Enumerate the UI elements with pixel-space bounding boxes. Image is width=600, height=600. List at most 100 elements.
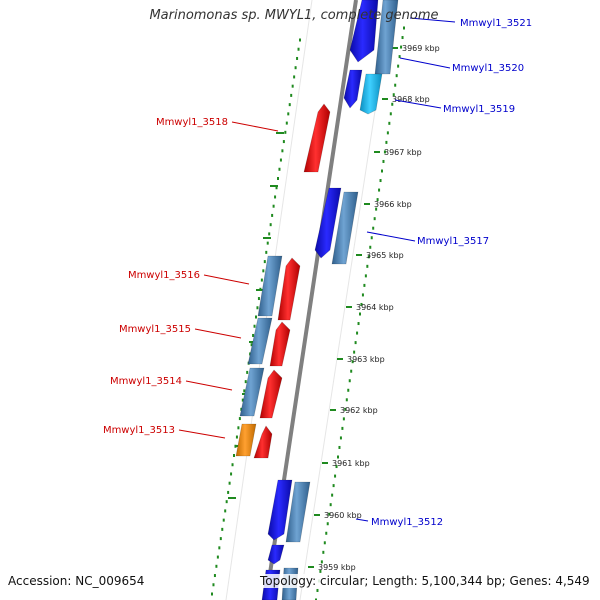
gene-feature	[247, 317, 273, 365]
right-ruler-dot	[322, 550, 325, 554]
left-ruler-dot	[279, 158, 282, 162]
gene-feature	[257, 255, 283, 317]
kbp-tick-label: 3966 kbp	[374, 200, 412, 209]
gene-feature	[277, 257, 301, 321]
gene-feature	[349, 0, 379, 63]
left-ruler-dot	[288, 103, 291, 107]
left-ruler-dot	[213, 574, 216, 578]
right-ruler-dot	[366, 264, 369, 268]
right-ruler-dot	[392, 93, 395, 97]
left-ruler-dot	[296, 56, 299, 60]
gene-feature	[259, 369, 283, 419]
left-ruler-dot	[260, 278, 263, 282]
right-ruler-dot	[348, 379, 351, 383]
length-label: Length:	[372, 574, 418, 588]
left-ruler-dot	[230, 472, 233, 476]
right-ruler-dot	[337, 455, 339, 459]
left-ruler-dot	[262, 269, 265, 273]
gene-leader-line	[399, 57, 451, 69]
right-ruler-dot	[359, 312, 361, 316]
accession-info: Accession: NC_009654	[8, 574, 144, 588]
right-ruler-dot	[363, 283, 366, 287]
kbp-tick-label: 3960 kbp	[324, 511, 362, 520]
right-ruler-dot	[385, 140, 388, 144]
left-ruler-dot	[235, 435, 238, 439]
left-ruler-dot	[265, 250, 268, 254]
kbp-tick-label: 3969 kbp	[402, 44, 440, 53]
right-ruler-dot	[360, 302, 363, 306]
right-ruler-dot	[332, 484, 335, 488]
left-ruler-dot	[294, 66, 297, 70]
left-ruler-dot	[297, 47, 300, 51]
left-ruler-dot	[263, 260, 266, 264]
left-ruler-dot	[290, 93, 293, 97]
left-ruler-dot	[218, 546, 221, 550]
left-ruler-dot	[256, 306, 259, 310]
right-ruler-dot	[354, 341, 357, 345]
right-ruler-dot	[347, 388, 350, 392]
right-ruler-dot	[372, 226, 375, 230]
right-ruler-dot	[373, 217, 376, 221]
left-ruler-dot	[246, 370, 249, 374]
gene-leader-line	[231, 121, 279, 132]
left-ruler-dot	[225, 500, 228, 504]
left-ruler-dot	[278, 167, 281, 171]
topology-label: Topology:	[260, 574, 317, 588]
left-ruler-dot	[272, 204, 275, 208]
left-ruler-dot	[271, 213, 274, 217]
left-ruler-dot	[293, 75, 296, 79]
accession-label: Accession:	[8, 574, 72, 588]
left-ruler-dot	[237, 426, 240, 430]
accession-value: NC_009654	[75, 574, 145, 588]
right-ruler-dot	[342, 417, 345, 421]
right-ruler-dot	[345, 398, 348, 402]
left-ruler-dot	[274, 195, 277, 199]
gene-label: Mmwyl1_3518	[156, 117, 228, 128]
left-ruler-dot	[227, 490, 230, 494]
left-ruler-dot	[231, 463, 234, 467]
left-ruler-dot	[257, 297, 260, 301]
gene-feature	[374, 0, 399, 75]
left-ruler-dot	[250, 343, 253, 347]
right-ruler-dot	[388, 121, 391, 125]
left-ruler-dot	[221, 527, 224, 531]
genes-value: 4,549	[555, 574, 590, 588]
left-ruler-dot	[252, 333, 255, 337]
left-ruler-dot	[287, 112, 290, 116]
left-ruler-dot	[253, 324, 256, 328]
left-ruler-dot	[277, 177, 279, 180]
kbp-tick-label: 3968 kbp	[392, 95, 430, 104]
right-ruler-dot	[328, 512, 331, 516]
right-ruler-dot	[326, 522, 329, 526]
right-ruler-dot	[364, 274, 367, 278]
left-ruler-dot	[219, 537, 222, 541]
right-ruler-dot	[325, 531, 328, 535]
right-ruler-dot	[353, 350, 356, 354]
gene-leader-line	[394, 99, 442, 109]
gene-feature	[267, 479, 293, 541]
genome-summary: Topology: circular; Length: 5,100,344 bp…	[258, 574, 592, 588]
left-ruler-dot	[222, 518, 225, 522]
right-ruler-dot	[329, 503, 332, 507]
right-ruler-dot	[397, 64, 400, 68]
right-ruler-dot	[391, 102, 394, 106]
gene-leader-line	[194, 328, 242, 339]
left-ruler-dot	[275, 186, 278, 190]
right-ruler-dot	[370, 236, 373, 240]
left-ruler-dot	[282, 140, 285, 144]
right-ruler-dot	[379, 179, 382, 183]
right-ruler-dot	[339, 436, 342, 440]
kbp-tick-label: 3963 kbp	[347, 355, 385, 364]
right-ruler-dot	[369, 245, 372, 249]
gene-label: Mmwyl1_3517	[417, 236, 489, 247]
right-ruler-dot	[389, 112, 392, 116]
right-ruler-dot	[335, 465, 338, 469]
right-ruler-dot	[344, 407, 347, 411]
right-ruler-dot	[381, 169, 383, 173]
gene-leader-line	[178, 429, 226, 439]
left-ruler-dot	[255, 315, 257, 319]
right-ruler-dot	[341, 426, 344, 430]
gene-label: Mmwyl1_3515	[119, 324, 191, 335]
gene-leader-line	[366, 231, 416, 242]
